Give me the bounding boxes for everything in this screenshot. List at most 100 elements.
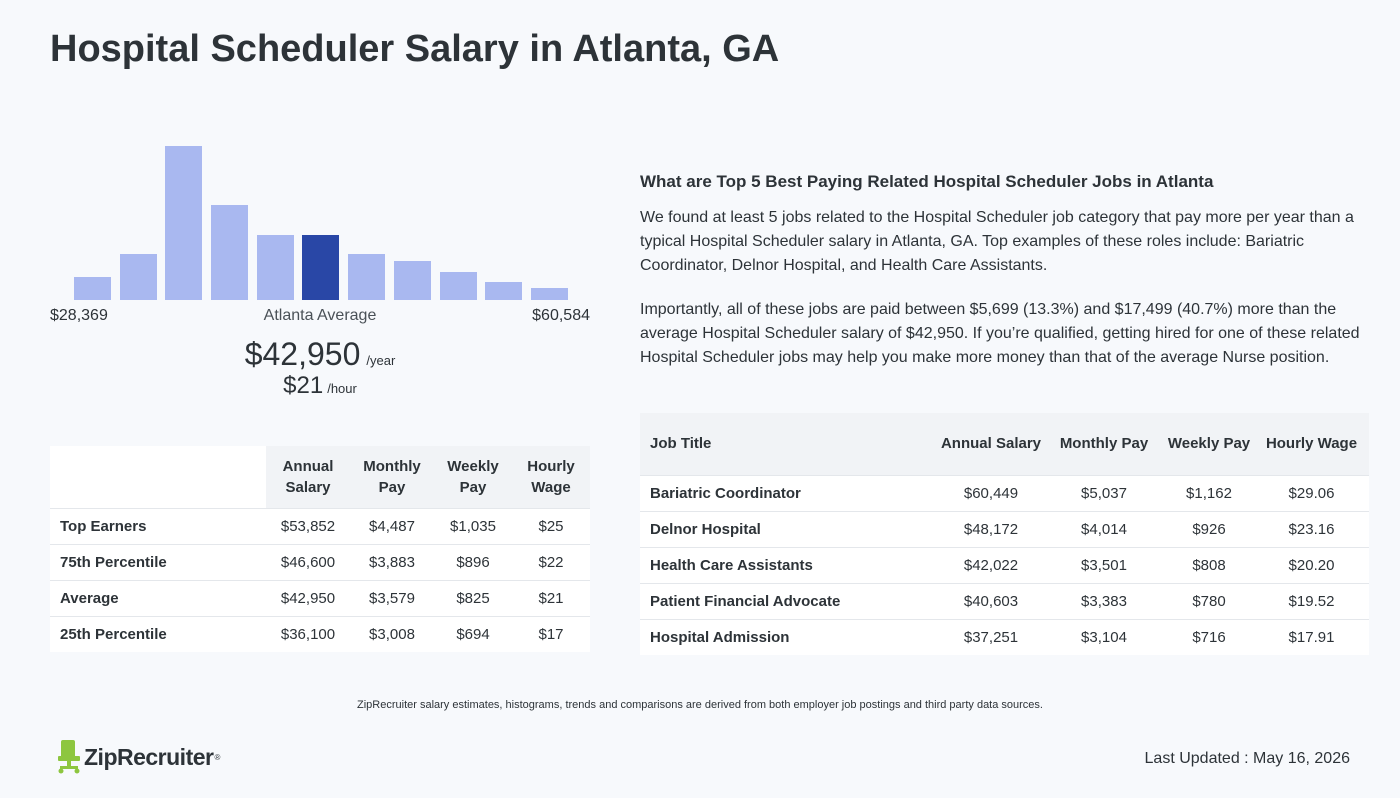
table-header: [50, 446, 266, 508]
table-cell: $22: [512, 543, 590, 580]
table-cell: $23.16: [1254, 510, 1369, 547]
ziprecruiter-logo[interactable]: ZipRecruiter ®: [58, 740, 220, 774]
table-cell: $3,383: [1044, 582, 1164, 619]
related-jobs-table: Job Title Annual Salary Monthly Pay Week…: [640, 413, 1369, 655]
table-cell: $808: [1164, 546, 1254, 583]
job-title-cell: Bariatric Coordinator: [640, 474, 938, 511]
table-cell: $40,603: [938, 582, 1044, 619]
related-jobs-paragraph-2: Importantly, all of these jobs are paid …: [640, 301, 1360, 366]
table-header: Hourly Wage: [512, 446, 590, 508]
table-cell: $3,579: [350, 579, 434, 616]
table-cell: $25: [512, 507, 590, 544]
histogram-bar: [256, 235, 294, 300]
average-hourly-unit: /hour: [327, 381, 357, 396]
average-hourly: $21/hour: [50, 372, 590, 400]
histogram-bar: [439, 272, 477, 300]
table-header: Annual Salary: [938, 413, 1044, 475]
table-header: Monthly Pay: [1044, 413, 1164, 475]
table-cell: $48,172: [938, 510, 1044, 547]
job-title-cell: Hospital Admission: [640, 618, 938, 655]
job-title-cell: Health Care Assistants: [640, 546, 938, 583]
table-cell: $1,035: [434, 507, 512, 544]
table-row: Bariatric Coordinator $60,449 $5,037 $1,162…: [640, 474, 1369, 511]
table-row: Hospital Admission $37,251 $3,104 $716 $17.9…: [640, 618, 1369, 655]
table-header: Weekly Pay: [1164, 413, 1254, 475]
table-cell: $926: [1164, 510, 1254, 547]
table-cell: $46,600: [266, 543, 350, 580]
table-cell: 25th Percentile: [50, 615, 266, 652]
table-cell: $20.20: [1254, 546, 1369, 583]
table-cell: $3,008: [350, 615, 434, 652]
table-cell: $21: [512, 579, 590, 616]
table-cell: $4,014: [1044, 510, 1164, 547]
table-cell: $3,501: [1044, 546, 1164, 583]
logo-reg: ®: [214, 752, 221, 762]
histogram-bar: [302, 235, 340, 300]
table-cell: Average: [50, 579, 266, 616]
table-cell: $694: [434, 615, 512, 652]
last-updated: Last Updated : May 16, 2026: [1144, 750, 1350, 767]
table-cell: $17: [512, 615, 590, 652]
average-hourly-value: $21: [283, 372, 324, 399]
table-cell: $60,449: [938, 474, 1044, 511]
logo-text: ZipRecruiter: [84, 743, 214, 770]
table-header: Hourly Wage: [1254, 413, 1369, 475]
disclaimer: ZipRecruiter salary estimates, histogram…: [357, 699, 1043, 711]
table-header: Job Title: [640, 413, 938, 475]
table-row: Patient Financial Advocate $40,603 $3,383 $…: [640, 582, 1369, 619]
table-row: Average $42,950 $3,579 $825 $21: [50, 579, 590, 616]
histogram-bar: [485, 282, 523, 300]
table-cell: $19.52: [1254, 582, 1369, 619]
histogram-bar: [165, 146, 203, 300]
table-cell: $42,022: [938, 546, 1044, 583]
related-jobs-section: What are Top 5 Best Paying Related Hospi…: [640, 172, 1370, 390]
histogram-bar: [530, 288, 568, 300]
table-row: Top Earners $53,852 $4,487 $1,035 $25: [50, 507, 590, 544]
histogram-bar: [211, 205, 249, 300]
table-cell: $36,100: [266, 615, 350, 652]
chair-icon: [58, 740, 80, 774]
histogram-min-label: $28,369: [50, 307, 108, 324]
table-cell: $4,487: [350, 507, 434, 544]
table-cell: $53,852: [266, 507, 350, 544]
table-header-row: Annual Salary Monthly Pay Weekly Pay Hou…: [50, 446, 590, 508]
table-cell: 75th Percentile: [50, 543, 266, 580]
table-cell: $825: [434, 579, 512, 616]
table-header-row: Job Title Annual Salary Monthly Pay Week…: [640, 413, 1369, 475]
table-cell: $29.06: [1254, 474, 1369, 511]
table-cell: $1,162: [1164, 474, 1254, 511]
job-title-cell: Patient Financial Advocate: [640, 582, 938, 619]
average-annual: $42,950/year: [50, 336, 590, 373]
table-row: Health Care Assistants $42,022 $3,501 $808 $…: [640, 546, 1369, 583]
page-title: Hospital Scheduler Salary in Atlanta, GA: [50, 28, 780, 70]
job-title-cell: Delnor Hospital: [640, 510, 938, 547]
related-jobs-heading: What are Top 5 Best Paying Related Hospi…: [640, 172, 1214, 191]
table-cell: $3,883: [350, 543, 434, 580]
table-cell: $896: [434, 543, 512, 580]
histogram-max-label: $60,584: [532, 307, 590, 324]
table-row: 75th Percentile $46,600 $3,883 $896 $22: [50, 543, 590, 580]
table-cell: Top Earners: [50, 507, 266, 544]
histogram-bar: [119, 254, 157, 300]
table-cell: $716: [1164, 618, 1254, 655]
table-cell: $37,251: [938, 618, 1044, 655]
histogram-bar: [393, 261, 431, 300]
histogram-mid-label: Atlanta Average: [263, 307, 377, 324]
table-row: Delnor Hospital $48,172 $4,014 $926 $23.16: [640, 510, 1369, 547]
table-cell: $3,104: [1044, 618, 1164, 655]
table-header: Annual Salary: [266, 446, 350, 508]
table-cell: $17.91: [1254, 618, 1369, 655]
table-header: Weekly Pay: [434, 446, 512, 508]
table-row: 25th Percentile $36,100 $3,008 $694 $17: [50, 615, 590, 652]
related-jobs-paragraph-1: We found at least 5 jobs related to the …: [640, 209, 1354, 274]
average-annual-value: $42,950: [244, 336, 361, 372]
histogram-bar: [74, 277, 111, 300]
table-cell: $5,037: [1044, 474, 1164, 511]
average-annual-unit: /year: [366, 353, 396, 368]
percentile-table: Annual Salary Monthly Pay Weekly Pay Hou…: [50, 446, 590, 652]
histogram-labels: $28,369 Atlanta Average $60,584: [50, 307, 590, 327]
salary-histogram: [74, 146, 570, 300]
table-header: Monthly Pay: [350, 446, 434, 508]
table-cell: $780: [1164, 582, 1254, 619]
